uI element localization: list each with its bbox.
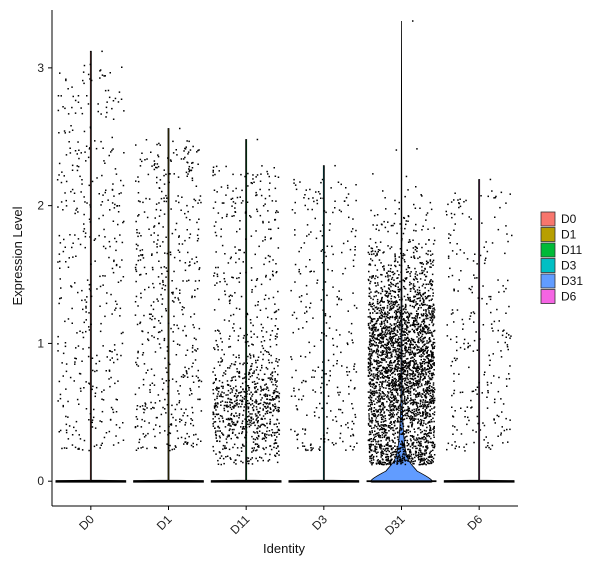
x-tick-label: D3 (309, 512, 330, 533)
x-tick-label: D31 (382, 512, 408, 538)
legend-label-D31: D31 (561, 274, 583, 288)
legend-label-D11: D11 (561, 243, 582, 257)
violin-D0 (55, 50, 127, 483)
y-axis-title: Expression Level (10, 206, 25, 305)
violin-D31 (370, 21, 433, 483)
violin-D1 (133, 128, 204, 483)
x-tick-label: D0 (76, 512, 97, 533)
legend-swatch-D6 (540, 289, 556, 304)
jitter-points-layer (55, 20, 515, 483)
y-tick-label: 1 (37, 336, 44, 350)
y-tick-label: 0 (37, 474, 44, 488)
violins-layer (55, 21, 515, 483)
legend-swatch-D11 (540, 242, 556, 258)
legend-label-D6: D6 (561, 290, 577, 304)
points-D11 (211, 138, 282, 483)
legend-label-D3: D3 (561, 259, 577, 273)
legend-swatch-D0 (540, 211, 556, 227)
violin-D11 (210, 139, 282, 483)
axes-layer: 0 1 2 3 D0 D1 D11 D3 D31 D6 (37, 10, 518, 538)
points-D3 (288, 164, 359, 483)
legend-label-D0: D0 (561, 212, 577, 226)
legend-swatch-D3 (540, 258, 556, 273)
points-D31 (366, 20, 437, 483)
y-tick-label: 3 (37, 61, 44, 75)
legend-swatch-D1 (540, 227, 556, 242)
x-tick-label: D1 (154, 512, 175, 533)
points-D1 (133, 127, 204, 483)
points-D0 (55, 50, 126, 483)
x-tick-label: D11 (227, 512, 252, 537)
x-tick-label: D6 (465, 512, 486, 533)
legend-label-D1: D1 (561, 228, 577, 242)
x-axis-title: Identity (263, 541, 305, 556)
y-tick-label: 2 (37, 199, 44, 213)
legend-swatch-D31 (540, 273, 556, 289)
points-D6 (444, 178, 515, 483)
